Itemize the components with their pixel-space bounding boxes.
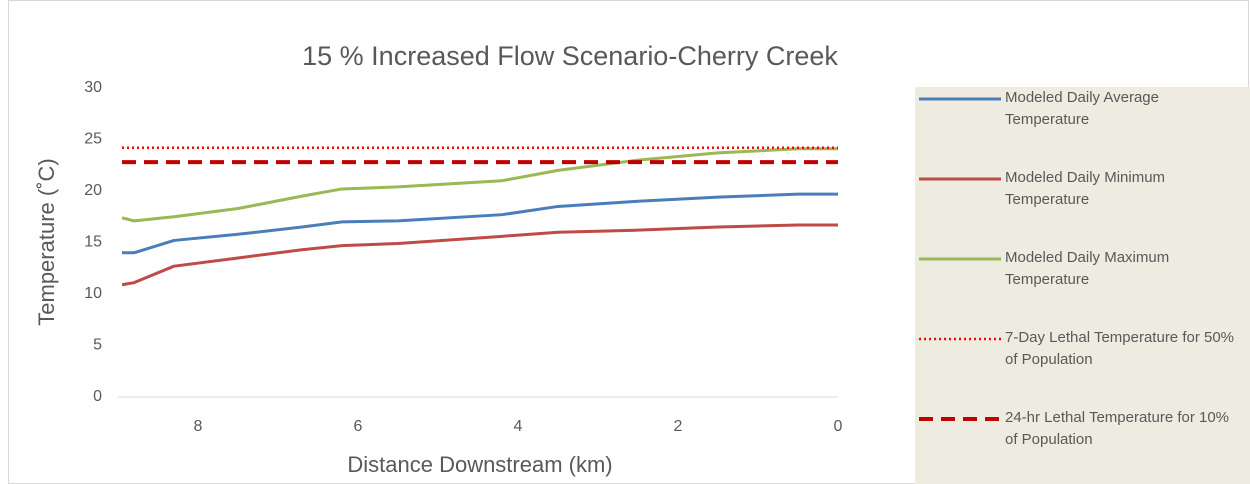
y-tick-label: 20: [84, 182, 102, 199]
legend-swatch: [919, 177, 1001, 181]
y-axis-title: Temperature (˚C): [34, 158, 59, 325]
y-tick-label: 25: [84, 131, 102, 148]
legend-item: 24-hr Lethal Temperature for 10% of Popu…: [915, 407, 1250, 467]
x-axis-title: Distance Downstream (km): [347, 452, 612, 477]
legend-item: Modeled Daily Maximum Temperature: [915, 247, 1250, 307]
y-tick-label: 15: [84, 234, 102, 251]
series-line: [122, 192, 838, 255]
legend-label: 24-hr Lethal Temperature for 10% of Popu…: [1005, 409, 1230, 448]
legend-label: Modeled Daily Average Temperature: [1005, 89, 1159, 128]
series-line: [121, 223, 838, 287]
y-tick-label: 5: [93, 337, 102, 354]
x-tick-label: 2: [674, 418, 683, 435]
legend: Modeled Daily Average Temperature Modeled…: [915, 87, 1250, 484]
legend-label: Modeled Daily Minimum Temperature: [1005, 169, 1166, 208]
y-tick-label: 0: [93, 388, 102, 405]
y-tick-label: 10: [84, 285, 102, 302]
legend-swatch: [919, 417, 1001, 421]
chart-title: 15 % Increased Flow Scenario-Cherry Cree…: [302, 41, 838, 71]
series-line: [121, 147, 838, 223]
legend-item: Modeled Daily Average Temperature: [915, 87, 1250, 147]
legend-item: 7-Day Lethal Temperature for 50% of Popu…: [915, 327, 1250, 387]
x-tick-label: 6: [354, 418, 363, 435]
legend-swatch: [919, 97, 1001, 101]
legend-swatch: [919, 337, 1001, 341]
legend-label: 7-Day Lethal Temperature for 50% of Popu…: [1005, 329, 1235, 368]
x-tick-label: 8: [194, 418, 203, 435]
legend-swatch: [919, 257, 1001, 261]
legend-item: Modeled Daily Minimum Temperature: [915, 167, 1250, 227]
x-tick-label: 4: [514, 418, 523, 435]
x-tick-label: 0: [834, 418, 843, 435]
legend-label: Modeled Daily Maximum Temperature: [1005, 249, 1170, 288]
y-tick-label: 30: [84, 79, 102, 96]
